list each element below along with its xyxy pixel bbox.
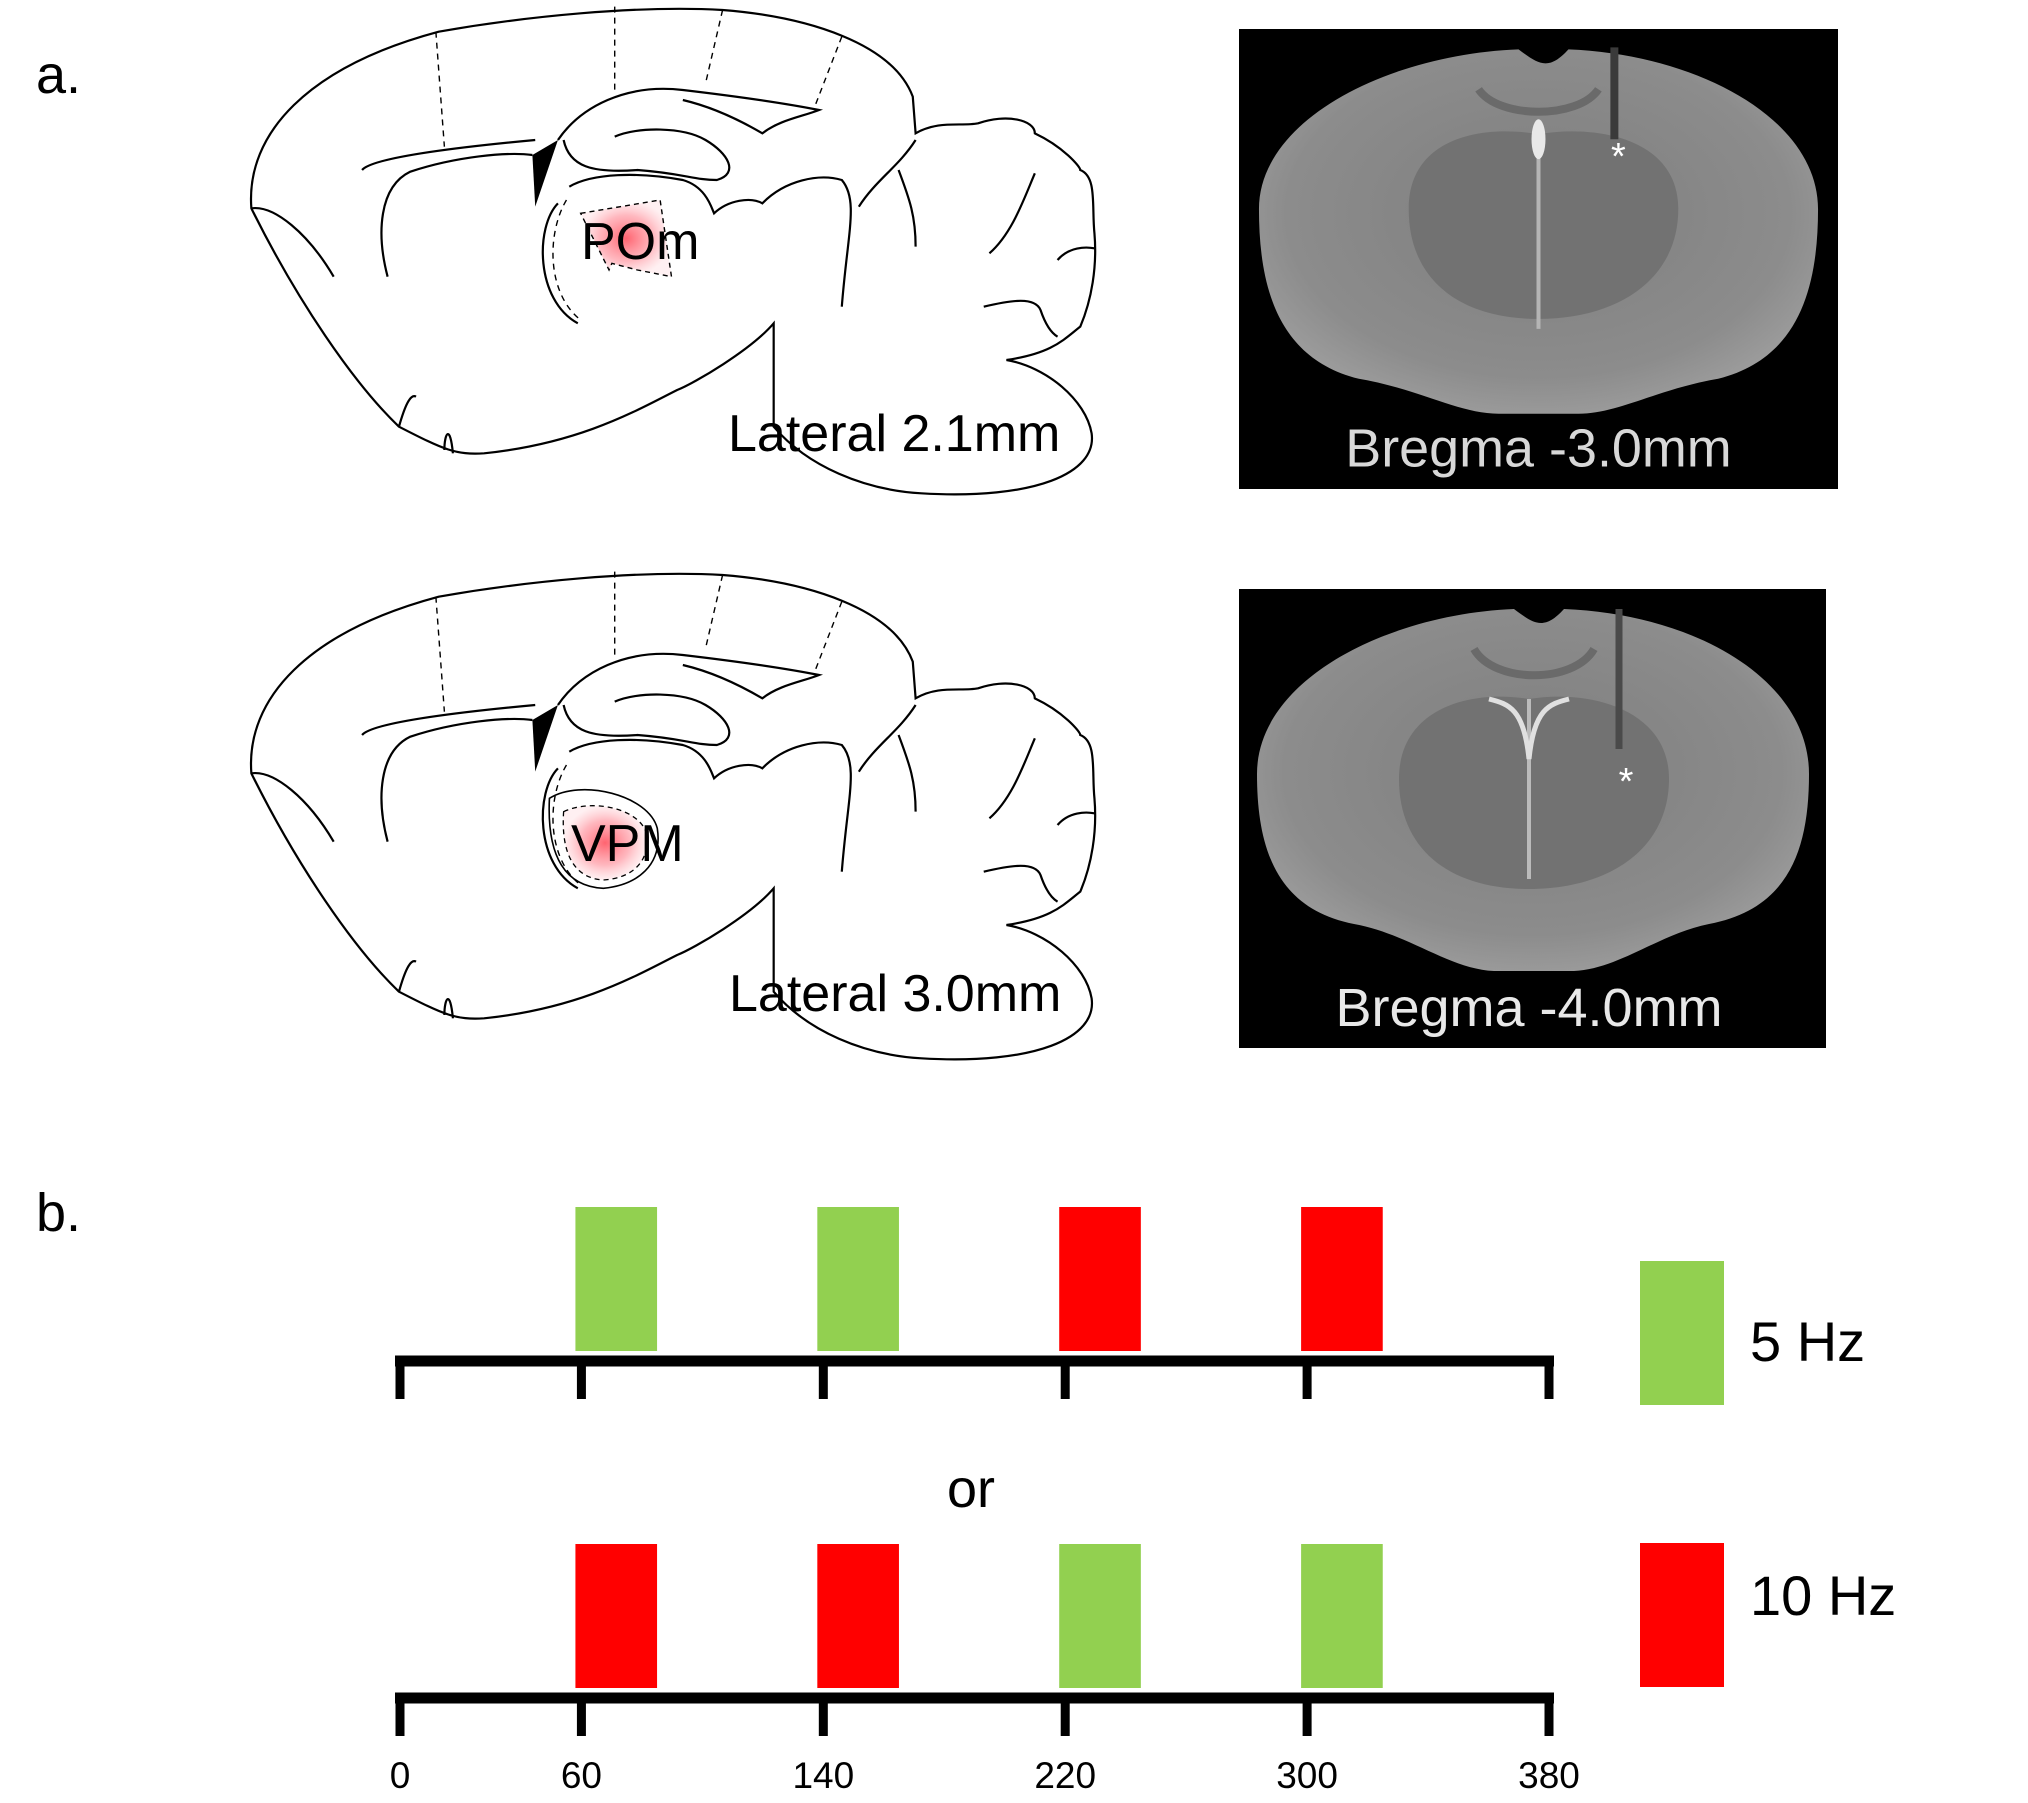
stim-block-5hz [575,1207,658,1351]
mri-label-top: Bregma -3.0mm [1345,419,1731,479]
sagittal-brain-drawing [250,571,1096,1060]
tick-label: 60 [561,1755,602,1796]
stim-block-5hz [1059,1544,1141,1688]
or-separator: or [947,1459,996,1519]
legend-label-5hz: 5 Hz [1750,1310,1866,1373]
tick-label: 140 [792,1755,854,1796]
stim-block-10hz [1301,1207,1383,1351]
lateral-label-bottom: Lateral 3.0mm [729,965,1062,1023]
pom-injection-region [581,200,672,277]
legend-swatch-5hz [1640,1261,1724,1405]
mri-coronal-top: * Bregma -3.0mm [1239,29,1838,489]
sagittal-brain-drawing [250,6,1096,495]
stim-block-10hz [817,1544,899,1688]
tick-label: 0 [390,1755,411,1796]
tick-label: 300 [1276,1755,1338,1796]
mri-label-bottom: Bregma -4.0mm [1335,978,1722,1038]
vpm-injection-region [563,806,647,880]
mri-coronal-bottom: * Bregma -4.0mm [1239,589,1826,1048]
target-asterisk: * [1619,761,1634,803]
stim-block-5hz [817,1207,899,1351]
legend-swatch-10hz [1640,1543,1724,1687]
sagittal-section-top [240,0,1120,500]
stim-block-10hz [1059,1207,1141,1351]
region-label-vpm: VPM [571,815,684,873]
sagittal-section-bottom [240,565,1120,1065]
stim-block-10hz [575,1544,658,1688]
legend-label-10hz: 10 Hz [1750,1564,1897,1627]
tick-label: 220 [1034,1755,1096,1796]
panel-b-label: b. [36,1183,82,1243]
tick-label: 380 [1518,1755,1580,1796]
lateral-label-top: Lateral 2.1mm [728,405,1061,463]
target-asterisk: * [1611,136,1626,178]
stim-block-5hz [1301,1544,1383,1688]
panel-a-label: a. [36,45,82,105]
region-label-pom: POm [581,213,700,271]
